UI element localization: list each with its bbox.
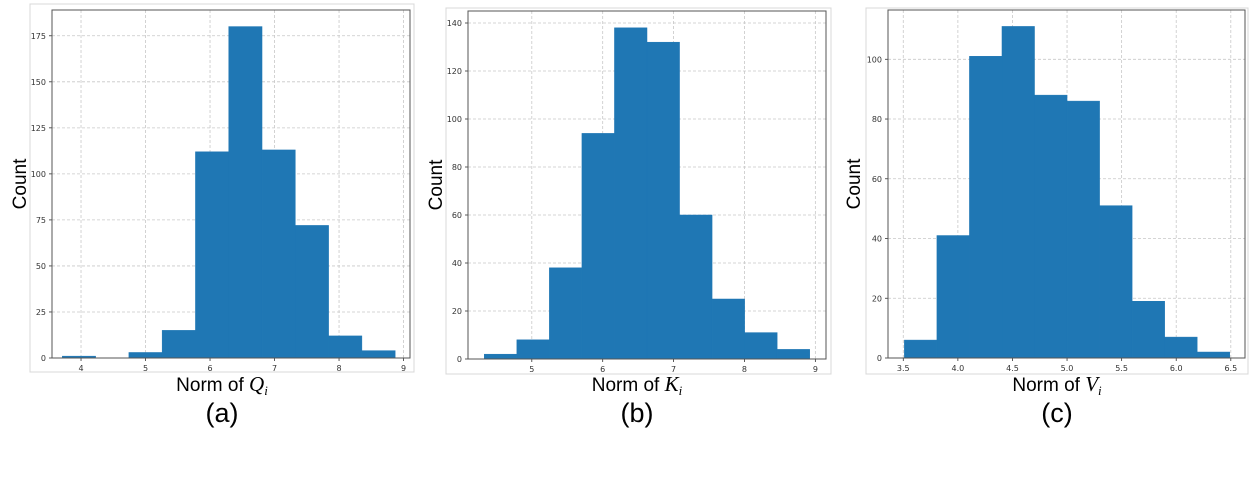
x-tick-label: 5.0 — [1061, 364, 1074, 373]
histogram-bar — [261, 149, 296, 359]
axes-box — [887, 9, 1246, 359]
y-tick-label: 40 — [872, 235, 882, 244]
y-tick-label: 100 — [447, 115, 462, 124]
x-tick-label: 7 — [671, 365, 676, 374]
x-axis-label-subscript: i — [264, 383, 268, 398]
y-tick-label: 0 — [877, 354, 882, 363]
y-tick-label: 50 — [36, 262, 46, 271]
histogram-bar — [549, 267, 583, 360]
x-tick-label: 9 — [401, 364, 406, 373]
x-tick-label: 5 — [143, 364, 148, 373]
histogram-bar — [1196, 351, 1230, 359]
x-tick-label: 6.5 — [1224, 364, 1237, 373]
histogram-bar — [361, 350, 396, 359]
histogram-bar — [1066, 100, 1100, 359]
histogram-bar — [1001, 26, 1035, 359]
x-axis-label-text: Norm of — [1012, 375, 1085, 396]
y-tick-label: 0 — [457, 355, 462, 364]
y-tick-label: 0 — [41, 354, 46, 363]
x-tick-label: 8 — [742, 365, 747, 374]
y-tick-label: 80 — [872, 115, 882, 124]
histogram-bar — [228, 26, 263, 359]
histogram-bar — [295, 225, 329, 359]
histogram-bar — [646, 41, 680, 360]
x-tick-label: 6.0 — [1170, 364, 1183, 373]
histogram-bar — [1034, 94, 1068, 359]
x-axis-label: Norm of Ki — [592, 372, 683, 398]
histogram-bar — [936, 235, 970, 359]
panel-caption: (b) — [621, 398, 654, 428]
histogram-bar — [1164, 336, 1198, 359]
axes-box — [467, 10, 827, 360]
histogram-bar — [679, 214, 713, 360]
y-tick-label: 25 — [36, 308, 46, 317]
y-tick-label: 150 — [31, 78, 46, 87]
x-axis-label-symbol: Q — [249, 372, 264, 396]
x-tick-label: 9 — [813, 365, 818, 374]
y-axis-label: Count — [10, 158, 31, 209]
y-tick-label: 60 — [872, 175, 882, 184]
y-tick-label: 80 — [452, 163, 462, 172]
y-tick-label: 60 — [452, 211, 462, 220]
x-tick-label: 5 — [529, 365, 534, 374]
histogram-bar — [776, 349, 810, 360]
x-axis-label-symbol: V — [1085, 372, 1100, 396]
y-tick-label: 175 — [31, 32, 46, 41]
y-tick-label: 40 — [452, 259, 462, 268]
y-tick-label: 20 — [872, 294, 882, 303]
y-axis-label: Count — [426, 159, 447, 210]
histogram-bar — [1131, 300, 1165, 359]
histogram-bar — [904, 339, 938, 359]
histogram-bar — [195, 151, 229, 359]
histogram-bar — [581, 133, 615, 360]
x-tick-label: 6 — [207, 364, 212, 373]
x-axis-label-subscript: i — [1098, 383, 1102, 398]
y-axis-label: Count — [844, 158, 865, 209]
x-tick-label: 3.5 — [897, 364, 910, 373]
y-tick-label: 120 — [447, 67, 462, 76]
x-tick-label: 4.5 — [1006, 364, 1019, 373]
histogram-bar — [614, 27, 648, 360]
panel-caption: (c) — [1041, 398, 1072, 428]
histogram-bar — [328, 335, 363, 359]
y-tick-label: 140 — [447, 19, 462, 28]
chart-panel-c: 3.5 4.0 4.5 5.0 5.5 6.0 6.5 0 20 40 60 80 100 Count No… — [844, 7, 1249, 428]
x-axis-label: Norm of Qi — [176, 372, 268, 398]
chart-panel-a: 4 5 6 7 8 9 0 25 50 75 100 125 150 175 Count Norm of Qi… — [10, 3, 415, 428]
x-axis-label-symbol: K — [664, 372, 680, 396]
histogram-bar — [516, 339, 550, 360]
y-tick-label: 125 — [31, 124, 46, 133]
y-tick-label: 100 — [31, 170, 46, 179]
x-tick-label: 8 — [336, 364, 341, 373]
x-tick-label: 4.0 — [952, 364, 965, 373]
x-axis-label-text: Norm of — [592, 375, 665, 396]
histogram-bar — [484, 353, 518, 360]
x-axis-label: Norm of Vi — [1012, 372, 1102, 398]
histogram-bar — [711, 298, 745, 360]
x-tick-label: 5.5 — [1115, 364, 1128, 373]
histogram-bar — [1099, 205, 1133, 359]
histogram-bar — [969, 56, 1003, 359]
y-tick-label: 75 — [36, 216, 46, 225]
histogram-bar — [744, 332, 778, 360]
histogram-bar — [161, 330, 196, 359]
x-tick-label: 7 — [272, 364, 277, 373]
panel-caption: (a) — [206, 398, 239, 428]
x-axis-label-subscript: i — [679, 383, 683, 398]
x-axis-label-text: Norm of — [176, 375, 249, 396]
x-tick-label: 4 — [78, 364, 83, 373]
axes-box — [51, 9, 411, 359]
x-tick-label: 6 — [600, 365, 605, 374]
y-tick-label: 20 — [452, 307, 462, 316]
histogram-bar — [128, 352, 163, 359]
y-tick-label: 100 — [867, 55, 882, 64]
